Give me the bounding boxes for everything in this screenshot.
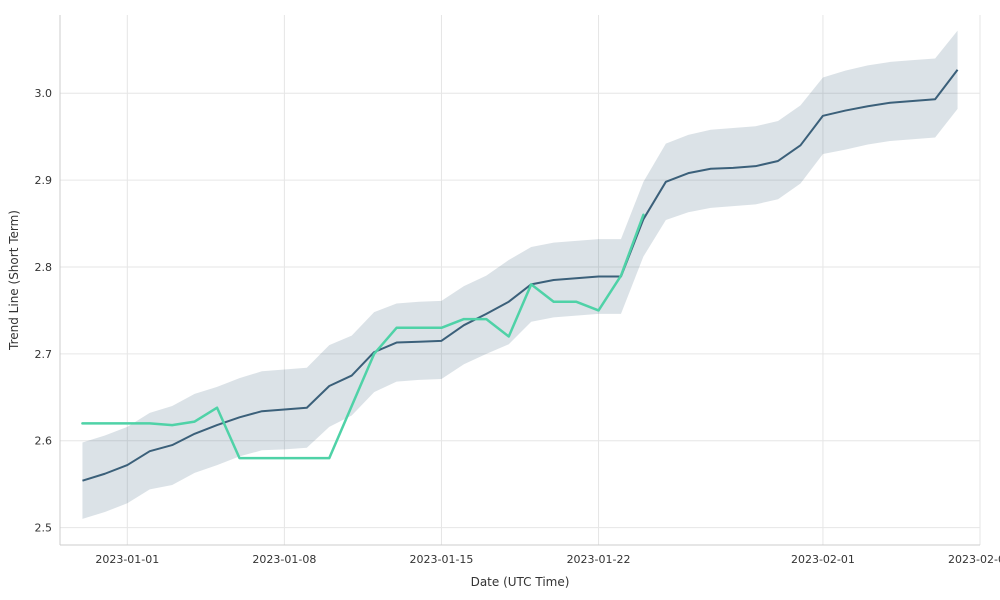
y-tick-label: 3.0	[35, 87, 53, 100]
x-tick-label: 2023-01-15	[409, 553, 473, 566]
trend-chart: 2.5 2.6 2.7 2.8 2.9 3.0 2023-01-01 2023-01-08 20…	[0, 0, 1000, 600]
y-tick-label: 2.8	[35, 261, 53, 274]
x-tick-label: 2023-01-01	[95, 553, 159, 566]
x-axis-label: Date (UTC Time)	[471, 575, 570, 589]
x-tick-label: 2023-01-08	[252, 553, 316, 566]
y-tick-label: 2.5	[35, 522, 53, 535]
y-tick-label: 2.7	[35, 348, 53, 361]
y-tick-label: 2.6	[35, 435, 53, 448]
x-tick-label: 2023-02-01	[791, 553, 855, 566]
x-tick-label: 2023-01-22	[567, 553, 631, 566]
x-tick-label: 2023-02-08	[948, 553, 1000, 566]
y-axis-label: Trend Line (Short Term)	[7, 210, 21, 351]
y-tick-label: 2.9	[35, 174, 53, 187]
